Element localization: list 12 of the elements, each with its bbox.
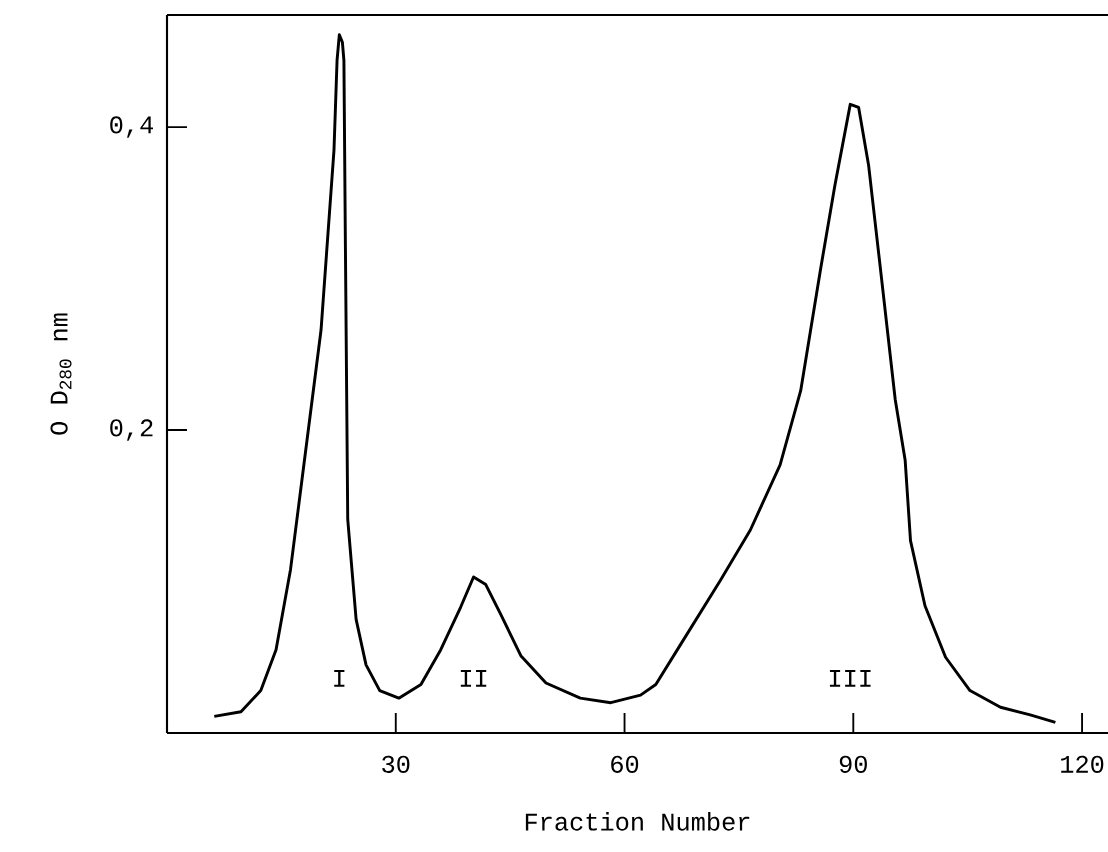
- x-tick-label: 30: [382, 755, 410, 773]
- line-series: [212, 33, 1057, 724]
- x-tick-label: 60: [611, 755, 639, 773]
- annotation: II: [460, 670, 487, 687]
- annotation: III: [829, 670, 871, 687]
- annotation: I: [334, 670, 345, 687]
- x-axis-title: Fraction Number: [525, 812, 750, 831]
- x-tick-label: 90: [839, 755, 867, 773]
- x-tick-label: 120: [1061, 755, 1104, 773]
- y-axis-title: O D$_{280}$ nm: [50, 313, 72, 435]
- y-tick-label: 0,4: [110, 116, 153, 138]
- y-tick-label: 0,2: [110, 419, 153, 441]
